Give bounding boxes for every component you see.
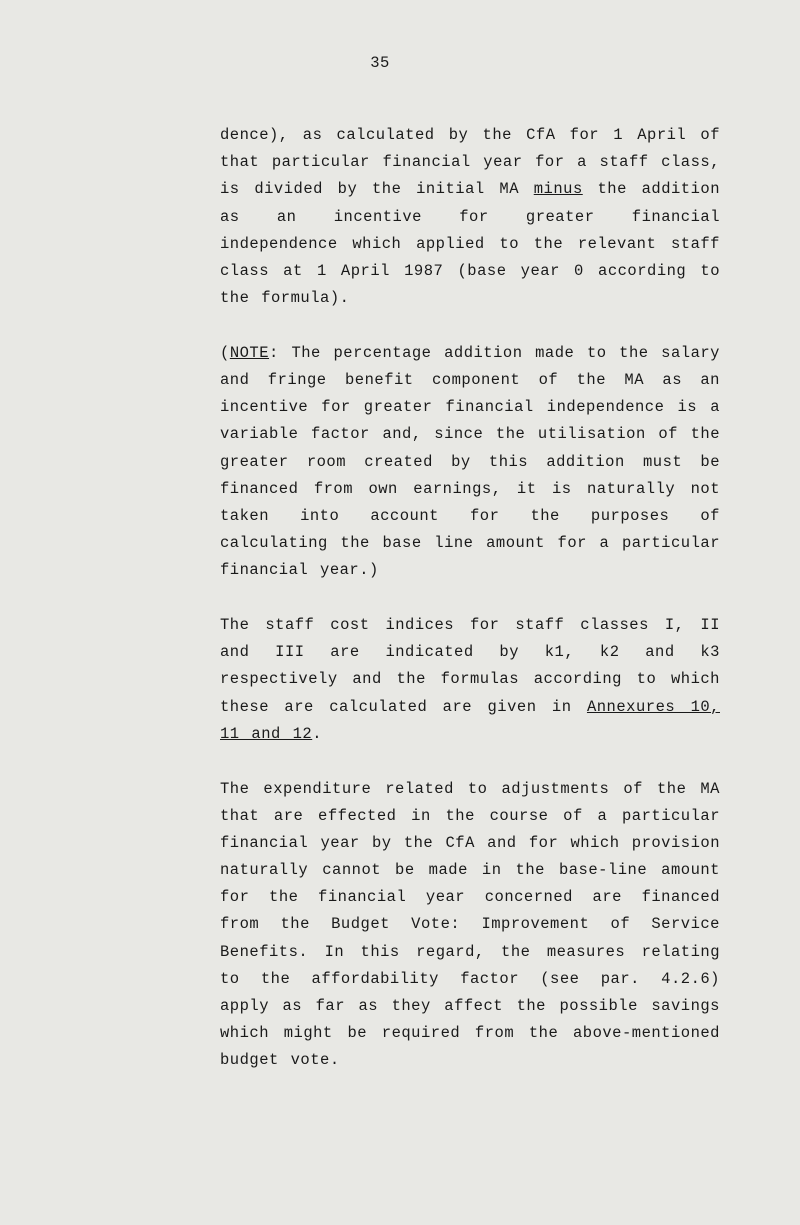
p2-text-1: (: [220, 344, 230, 362]
paragraph-1: dence), as calculated by the CfA for 1 A…: [220, 122, 720, 312]
paragraph-2: (NOTE: The percentage addition made to t…: [220, 340, 720, 584]
paragraph-3: The staff cost indices for staff classes…: [220, 612, 720, 748]
p1-text-2: the addition as an incentive for greater…: [220, 180, 720, 307]
paragraph-4: The expenditure related to adjustments o…: [220, 776, 720, 1074]
p2-underline: NOTE: [230, 344, 269, 362]
page-number: 35: [40, 50, 720, 77]
p1-underline: minus: [534, 180, 583, 198]
p2-text-2: : The percentage addition made to the sa…: [220, 344, 720, 579]
p3-text-2: .: [312, 725, 322, 743]
